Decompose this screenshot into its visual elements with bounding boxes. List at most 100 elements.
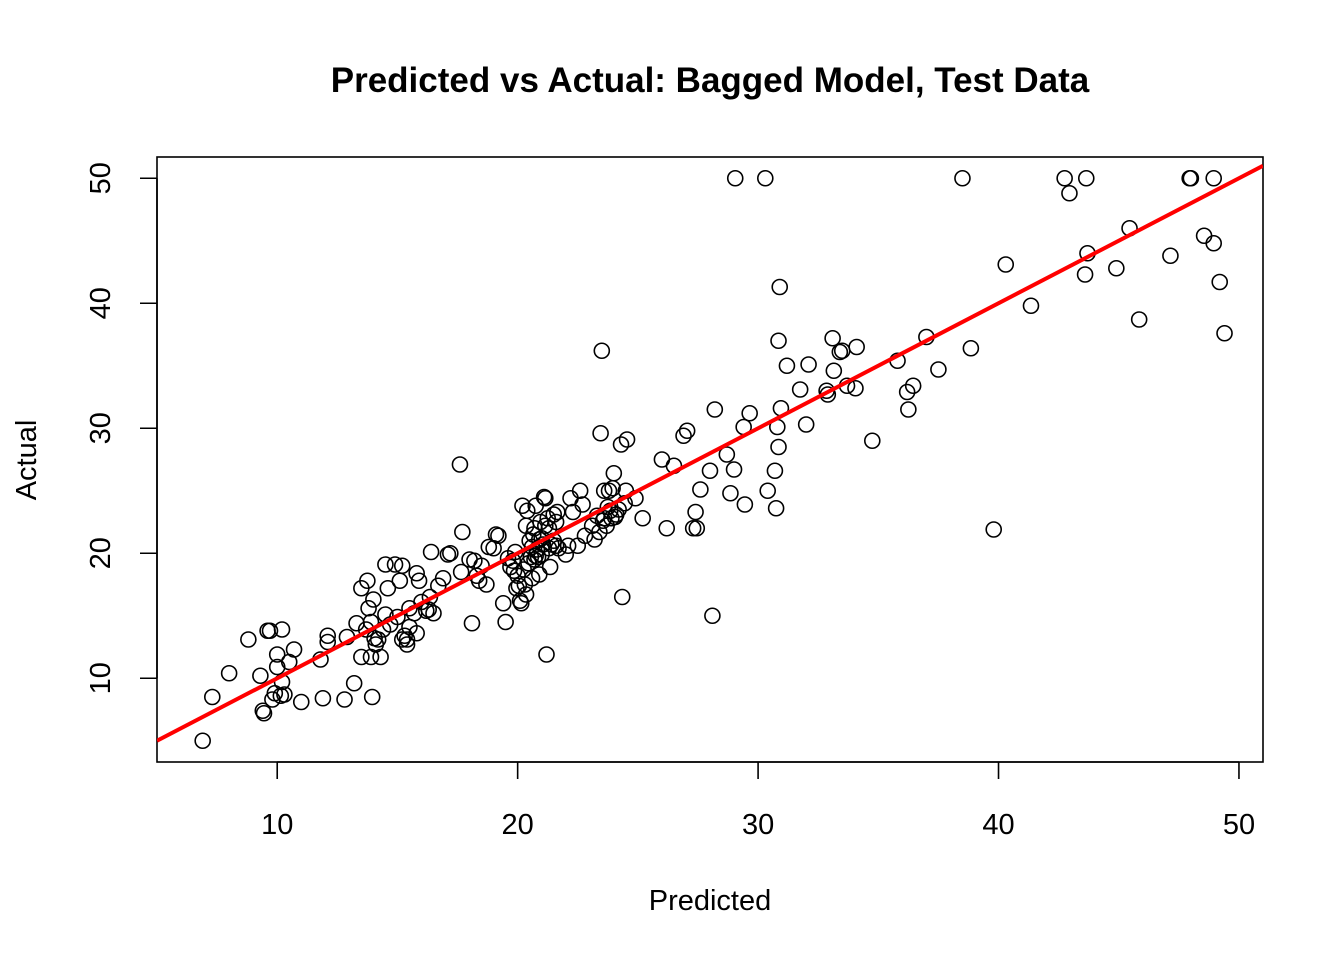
data-point [1205,169,1223,187]
data-point [369,631,387,648]
x-axis-label: Predicted [649,885,772,917]
data-point [706,401,724,418]
data-point [1130,311,1148,328]
data-point [791,381,809,398]
data-point [678,422,696,440]
data-point [490,527,507,545]
data-point [204,688,221,706]
data-point [722,484,739,502]
data-point [391,572,409,590]
x-tick-label: 50 [1223,809,1255,841]
data-point [692,481,709,498]
data-point [514,497,531,515]
data-point [537,517,554,535]
data-point [593,342,611,360]
data-point [220,664,238,682]
data-point [425,604,442,622]
data-point [605,464,623,482]
data-point [571,482,589,500]
data-point [658,519,676,537]
data-point [725,461,743,478]
data-point [360,599,377,617]
data-point [372,648,389,666]
data-point [847,379,864,397]
data-point [756,169,774,187]
x-tick-label: 30 [742,809,774,841]
data-point [985,521,1003,538]
data-point [345,674,363,692]
data-point [398,631,416,648]
data-point [463,614,481,632]
y-tick-label: 30 [85,412,117,444]
data-point [701,462,719,480]
data-point [377,556,394,573]
data-point [353,648,370,666]
data-point [547,513,565,531]
data-point [800,356,817,373]
y-axis: 10 20 30 40 50 [85,162,158,694]
data-point [770,332,787,350]
data-point [518,502,536,520]
data-point [766,462,784,480]
data-point [900,401,917,418]
data-point [478,576,495,593]
data-point [576,527,594,545]
data-point [831,343,849,361]
data-point [675,427,692,445]
data-point [336,691,353,708]
data-point [365,591,382,608]
data-point [268,646,286,663]
data-point [574,496,591,513]
data-point [439,546,457,563]
data-point [285,641,303,658]
chart-title: Predicted vs Actual: Bagged Model, Test … [331,61,1090,100]
data-point [512,594,530,612]
data-point [592,424,609,442]
data-point [604,479,621,497]
data-point [393,631,411,648]
data-point [1061,184,1078,202]
data-point [452,563,470,581]
data-point [600,482,618,500]
data-point [898,383,916,401]
data-point [930,361,947,378]
y-axis-label: Actual [11,420,43,501]
data-point [276,686,293,703]
data-point [314,689,332,707]
data-point [194,732,211,750]
data-point [396,627,413,645]
data-point [1181,169,1198,187]
data-point [535,488,553,506]
data-point [1216,324,1233,342]
data-point [292,693,310,711]
data-point [393,557,411,575]
data-point [1077,169,1095,187]
data-point [1205,234,1223,252]
data-point [319,627,337,645]
data-point [564,503,582,521]
data-point [1211,273,1229,291]
data-point [612,436,630,453]
data-point [1056,169,1073,187]
data-point [559,537,577,555]
data-point [595,482,613,500]
data-point [962,339,980,357]
x-axis: 10 20 30 40 50 [261,761,1255,841]
y-tick-label: 10 [85,662,117,694]
data-point [524,526,542,543]
data-point [687,503,704,521]
data-point [1076,266,1094,283]
data-point [434,569,452,587]
data-point [1162,247,1179,265]
data-point [363,688,381,706]
data-point [688,519,706,537]
data-point [422,543,440,561]
data-point [398,636,416,653]
data-point [704,607,721,625]
data-point [778,357,796,375]
data-point [741,404,758,422]
data-point [545,506,563,523]
data-point [508,579,525,597]
data-point [1022,297,1040,315]
data-point [1108,259,1125,277]
